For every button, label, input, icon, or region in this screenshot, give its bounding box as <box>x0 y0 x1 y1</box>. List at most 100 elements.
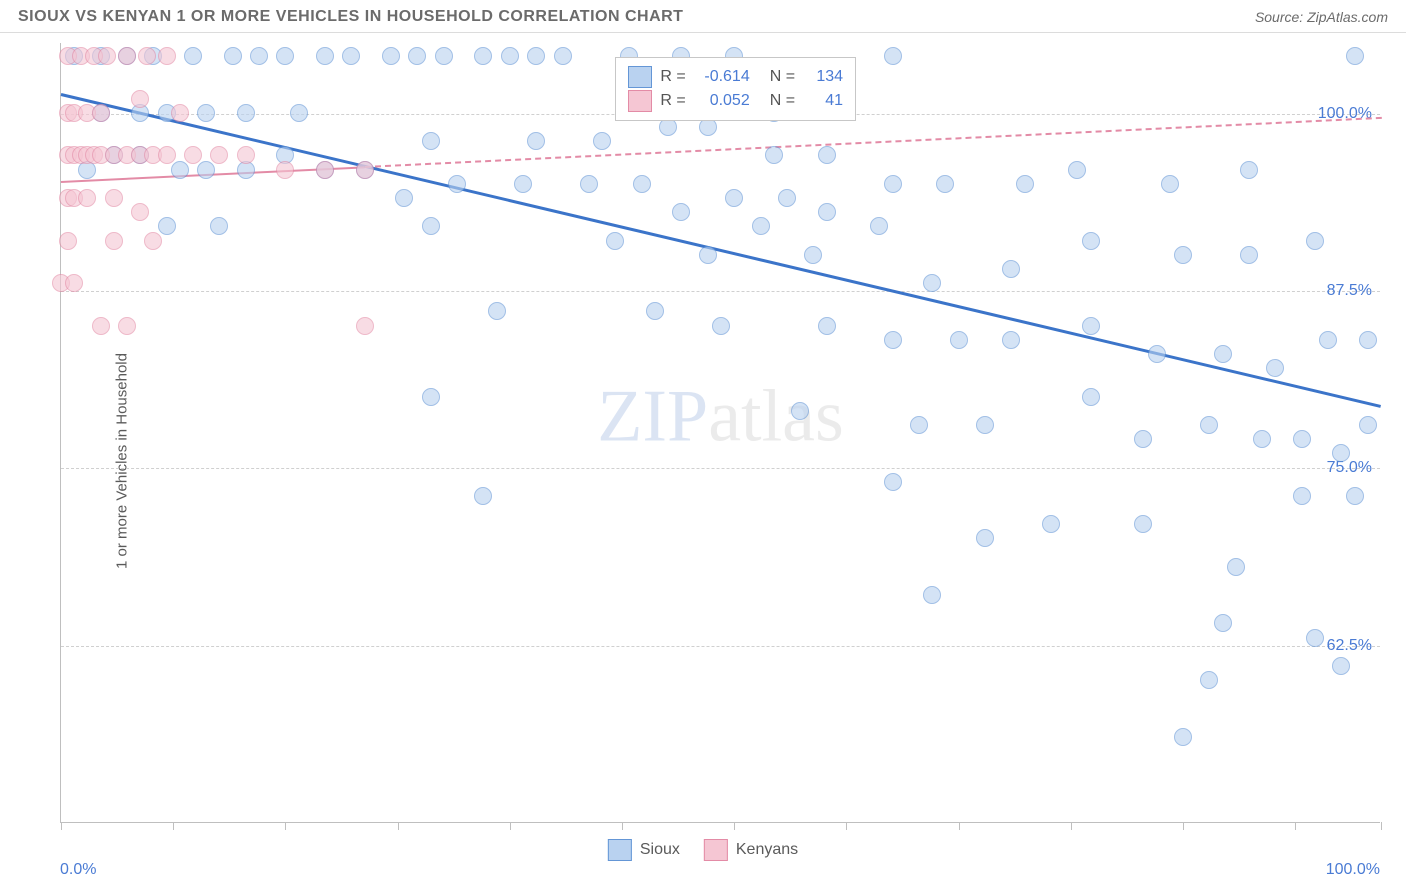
data-point <box>1002 260 1020 278</box>
x-tick <box>1071 822 1072 830</box>
data-point <box>474 487 492 505</box>
x-label-min: 0.0% <box>60 861 96 879</box>
source-label: Source: ZipAtlas.com <box>1255 9 1388 25</box>
data-point <box>580 175 598 193</box>
data-point <box>290 104 308 122</box>
data-point <box>1240 161 1258 179</box>
x-label-max: 100.0% <box>1326 861 1380 879</box>
data-point <box>884 473 902 491</box>
data-point <box>1200 416 1218 434</box>
legend-label-sioux: Sioux <box>640 841 680 859</box>
data-point <box>606 232 624 250</box>
data-point <box>435 47 453 65</box>
chart-header: SIOUX VS KENYAN 1 OR MORE VEHICLES IN HO… <box>0 0 1406 33</box>
data-point <box>1266 359 1284 377</box>
data-point <box>778 189 796 207</box>
data-point <box>870 217 888 235</box>
data-point <box>1016 175 1034 193</box>
data-point <box>448 175 466 193</box>
data-point <box>59 232 77 250</box>
data-point <box>105 189 123 207</box>
data-point <box>1161 175 1179 193</box>
x-tick <box>510 822 511 830</box>
y-tick-label: 87.5% <box>1327 282 1372 300</box>
data-point <box>105 232 123 250</box>
data-point <box>672 203 690 221</box>
data-point <box>171 161 189 179</box>
data-point <box>936 175 954 193</box>
legend-item-sioux: Sioux <box>608 839 680 861</box>
data-point <box>884 175 902 193</box>
y-tick-label: 75.0% <box>1327 459 1372 477</box>
data-point <box>1042 515 1060 533</box>
data-point <box>910 416 928 434</box>
data-point <box>237 104 255 122</box>
x-tick <box>285 822 286 830</box>
chart-title: SIOUX VS KENYAN 1 OR MORE VEHICLES IN HO… <box>18 8 683 26</box>
data-point <box>1306 232 1324 250</box>
data-point <box>527 47 545 65</box>
data-point <box>712 317 730 335</box>
n-value: 41 <box>803 92 843 110</box>
x-tick <box>61 822 62 830</box>
x-tick <box>846 822 847 830</box>
legend-label-kenyans: Kenyans <box>736 841 798 859</box>
data-point <box>950 331 968 349</box>
data-point <box>250 47 268 65</box>
data-point <box>184 47 202 65</box>
n-label: N = <box>770 92 795 110</box>
data-point <box>554 47 572 65</box>
data-point <box>488 302 506 320</box>
data-point <box>210 146 228 164</box>
data-point <box>976 416 994 434</box>
data-point <box>1306 629 1324 647</box>
data-point <box>1253 430 1271 448</box>
data-point <box>1346 487 1364 505</box>
data-point <box>131 203 149 221</box>
x-tick <box>1295 822 1296 830</box>
swatch-kenyans <box>704 839 728 861</box>
data-point <box>224 47 242 65</box>
data-point <box>1293 487 1311 505</box>
data-point <box>1214 345 1232 363</box>
data-point <box>78 189 96 207</box>
swatch-sioux <box>608 839 632 861</box>
data-point <box>1332 444 1350 462</box>
data-point <box>382 47 400 65</box>
data-point <box>725 189 743 207</box>
x-tick <box>622 822 623 830</box>
data-point <box>527 132 545 150</box>
data-point <box>210 217 228 235</box>
bottom-legend: Sioux Kenyans <box>608 839 798 861</box>
x-tick <box>1183 822 1184 830</box>
n-label: N = <box>770 68 795 86</box>
data-point <box>818 146 836 164</box>
data-point <box>765 146 783 164</box>
data-point <box>1174 246 1192 264</box>
data-point <box>118 317 136 335</box>
data-point <box>514 175 532 193</box>
data-point <box>646 302 664 320</box>
data-point <box>1332 657 1350 675</box>
data-point <box>1002 331 1020 349</box>
watermark: ZIPatlas <box>597 374 844 459</box>
data-point <box>316 161 334 179</box>
stats-legend-row: R = 0.052 N = 41 <box>628 90 843 112</box>
data-point <box>1293 430 1311 448</box>
data-point <box>1200 671 1218 689</box>
data-point <box>408 47 426 65</box>
r-value: 0.052 <box>694 92 750 110</box>
data-point <box>752 217 770 235</box>
data-point <box>1148 345 1166 363</box>
n-value: 134 <box>803 68 843 86</box>
data-point <box>65 274 83 292</box>
r-label: R = <box>660 68 685 86</box>
r-label: R = <box>660 92 685 110</box>
watermark-prefix: ZIP <box>597 375 708 457</box>
y-tick-label: 62.5% <box>1327 637 1372 655</box>
data-point <box>804 246 822 264</box>
gridline <box>61 646 1380 647</box>
data-point <box>976 529 994 547</box>
r-value: -0.614 <box>694 68 750 86</box>
stats-legend: R = -0.614 N = 134 R = 0.052 N = 41 <box>615 57 856 121</box>
